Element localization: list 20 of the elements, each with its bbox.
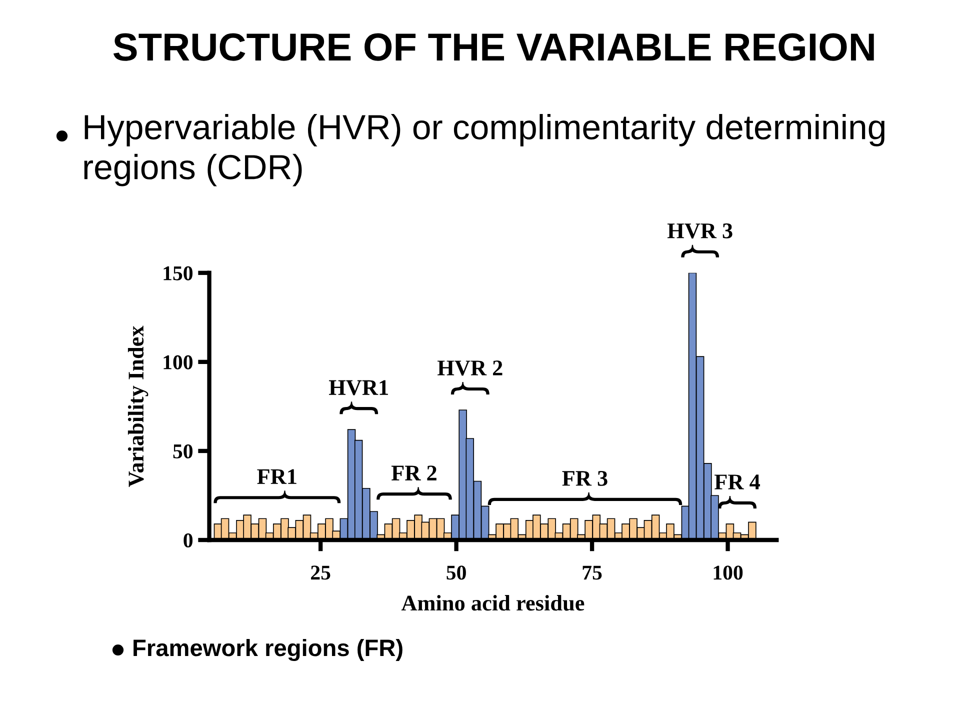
- x-tick-label: 100: [714, 566, 743, 580]
- x-axis-title: Amino acid residue: [401, 595, 584, 611]
- annotation: FR 2: [391, 466, 436, 480]
- annotation: HVR 2: [438, 360, 502, 376]
- chart-title: STRUCTURE OF THE VARIABLE REGION: [113, 33, 874, 61]
- annotation: FR 3: [562, 470, 608, 486]
- annotation: FR 4: [714, 474, 760, 490]
- x-tick-label: 25: [311, 566, 330, 580]
- y-tick-label: 0: [184, 533, 193, 548]
- annotation: HVR 3: [667, 223, 732, 238]
- y-tick-label: 150: [164, 266, 193, 280]
- y-tick-label: 100: [164, 355, 193, 370]
- text: Framework regions (FR): [134, 638, 402, 662]
- annotation: FR1: [257, 469, 296, 484]
- y-axis-title: Variability Index: [128, 326, 148, 487]
- chart-subtitle: Hypervariable (HVR) or complimentarity determining regions (CDR): [84, 114, 884, 186]
- x-tick-label: 75: [582, 566, 602, 580]
- annotation: HVR1: [328, 380, 388, 396]
- y-tick-label: 50: [173, 444, 193, 458]
- x-tick-label: 50: [446, 566, 466, 580]
